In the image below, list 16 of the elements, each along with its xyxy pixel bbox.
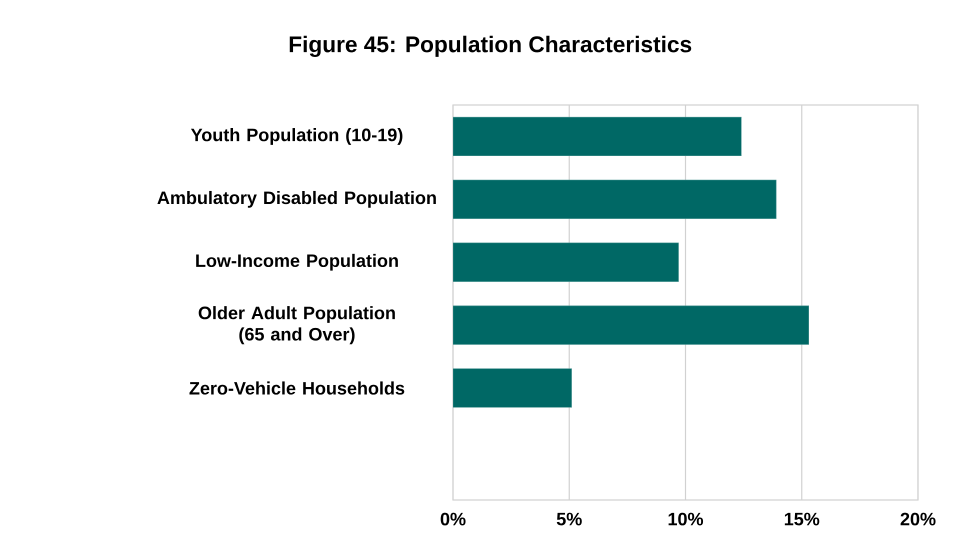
bar <box>453 116 742 156</box>
y-tick-label: Zero-Vehicle Households <box>189 381 404 395</box>
x-tick-label: 10% <box>668 512 704 526</box>
x-tick-label: 20% <box>900 512 936 526</box>
bar <box>453 180 776 219</box>
x-tick-label: 15% <box>784 512 820 526</box>
y-tick-label: Ambulatory Disabled Population <box>157 190 436 208</box>
bar <box>453 368 572 408</box>
bar <box>453 242 679 282</box>
y-tick-label: Low-Income Population <box>196 254 398 271</box>
chart-title: Figure 45: Population Characteristics <box>290 36 692 57</box>
y-tick-label: Older Adult Population (65 and Over) <box>198 306 395 344</box>
bar <box>453 306 809 345</box>
x-tick-label: 0% <box>440 512 466 526</box>
y-tick-label: Youth Population (10-19) <box>190 128 402 145</box>
x-tick-label: 5% <box>556 512 582 526</box>
